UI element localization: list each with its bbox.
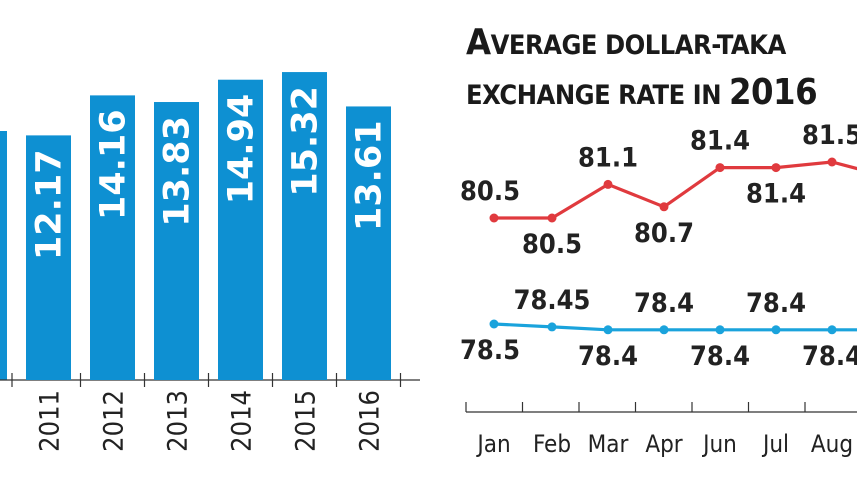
x-tick-label-2013: 2013	[163, 390, 194, 452]
series-0-point-Jan	[489, 213, 499, 223]
bar-value-label-2014: 14.94	[222, 94, 262, 205]
series-1-point-Jun	[715, 325, 725, 335]
month-label-Jun: Jun	[701, 430, 737, 458]
bar-value-label-2011: 12.17	[30, 149, 70, 260]
series-1-label-Jan: 78.5	[460, 335, 520, 366]
series-line-1	[493, 322, 857, 332]
series-0-label-Apr: 80.7	[634, 218, 694, 249]
bar-2013	[154, 102, 199, 380]
x-tick-label-2012: 2012	[99, 390, 130, 452]
series-1-label-Jun: 78.4	[690, 341, 750, 372]
series-0-label-Jan: 80.5	[460, 176, 520, 207]
month-label-Mar: Mar	[588, 430, 629, 458]
series-1-label-Aug: 78.4	[802, 341, 857, 372]
month-label-Feb: Feb	[533, 430, 571, 458]
month-label-Apr: Apr	[645, 430, 682, 458]
month-label-Jan: Jan	[475, 430, 510, 458]
title-part-4: 2016	[728, 72, 818, 113]
series-1-point-Mar	[603, 325, 613, 335]
series-1-label-Feb: 78.45	[514, 285, 591, 316]
bar-2012	[90, 95, 135, 380]
bar-value-label-2012: 14.16	[94, 109, 134, 220]
series-0-point-Apr	[659, 202, 669, 212]
chart-title-line-1: AVERAGE DOLLAR-TAKA	[466, 22, 786, 63]
series-0-label-Aug: 81.5	[802, 120, 857, 151]
bar-2016	[346, 106, 391, 381]
x-tick-label-2011: 2011	[35, 390, 66, 452]
x-tick-label-2014: 2014	[227, 390, 258, 452]
x-tick-label-2015: 2015	[291, 390, 322, 452]
series-1-label-Apr: 78.4	[634, 288, 694, 319]
title-part-3: EXCHANGE RATE IN	[466, 80, 729, 111]
series-0-point-Jul	[771, 163, 781, 173]
bar-value-label-2015: 15.32	[286, 86, 326, 197]
bar-2014	[218, 79, 263, 381]
bar-2011	[26, 135, 71, 380]
bar-partial-left	[0, 131, 7, 380]
series-line-0	[494, 160, 857, 220]
series-0-label-Jul: 81.4	[746, 179, 806, 210]
bar-2015	[282, 72, 327, 381]
x-tick-label-2016: 2016	[355, 390, 386, 452]
series-1-point-Feb	[547, 322, 557, 332]
series-1-point-Jul	[771, 325, 781, 335]
series-0-label-Feb: 80.5	[522, 229, 582, 260]
series-1-point-Jan	[489, 319, 499, 329]
series-0-point-Mar	[603, 179, 613, 189]
bar-value-label-2013: 13.83	[158, 116, 198, 227]
series-0-point-Feb	[547, 213, 557, 223]
series-0-point-Aug	[827, 157, 837, 167]
series-0-label-Jun: 81.4	[690, 126, 750, 157]
title-part-2: VERAGE DOLLAR-TAKA	[490, 30, 787, 61]
series-1-point-Apr	[659, 325, 669, 335]
series-1-point-Aug	[827, 325, 837, 335]
month-label-Jul: Jul	[761, 430, 789, 458]
series-0-point-Jun	[715, 163, 725, 173]
title-part-1: A	[466, 22, 491, 63]
bar-value-label-2016: 13.61	[350, 120, 390, 231]
month-label-Aug: Aug	[811, 430, 853, 458]
series-0-label-Mar: 81.1	[578, 142, 638, 173]
chart-title-line-2: EXCHANGE RATE IN 2016	[466, 72, 818, 113]
series-1-label-Jul: 78.4	[746, 288, 806, 319]
series-1-label-Mar: 78.4	[578, 341, 638, 372]
